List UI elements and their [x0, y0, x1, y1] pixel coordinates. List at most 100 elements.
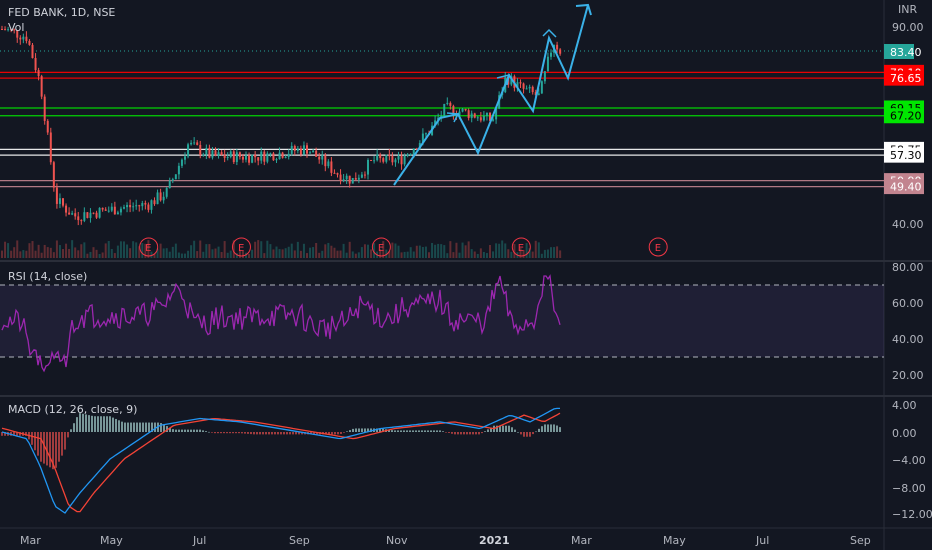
candle-body-159: [485, 112, 488, 116]
macd-hist-bar-93: [280, 432, 282, 435]
earnings-marker-label-2: E: [378, 243, 384, 254]
macd-hist-bar-150: [451, 432, 453, 434]
macd-hist-bar-94: [283, 432, 285, 435]
candle-body-19: [58, 198, 61, 204]
macd-hist-bar-168: [505, 425, 507, 432]
macd-hist-bar-115: [346, 431, 348, 433]
volume-bar-63: [193, 240, 196, 258]
macd-hist-bar-72: [217, 432, 219, 434]
macd-hist-bar-142: [427, 430, 429, 432]
candle-body-25: [77, 216, 80, 221]
candle-body-57: [174, 174, 177, 180]
candle-body-115: [351, 178, 354, 184]
macd-hist-bar-117: [352, 428, 354, 432]
candle-body-39: [119, 208, 122, 213]
volume-bar-96: [293, 250, 296, 258]
macd-hist-bar-165: [496, 425, 498, 432]
macd-hist-bar-8: [25, 432, 27, 436]
macd-hist-bar-75: [226, 432, 228, 434]
candle-body-50: [153, 200, 156, 205]
candle-body-18: [55, 187, 58, 204]
volume-bar-14: [43, 244, 46, 258]
candle-body-34: [104, 209, 107, 211]
time-label-mar-2020: Mar: [20, 534, 41, 547]
volume-bar-49: [150, 251, 153, 258]
level-badge-label-1: 76.65: [890, 72, 922, 85]
candle-body-15: [46, 120, 49, 133]
volume-bar-51: [156, 248, 159, 258]
time-label-sep-2021: Sep: [850, 534, 871, 547]
candle-body-85: [260, 151, 263, 161]
volume-bar-106: [324, 244, 327, 258]
volume-bar-146: [446, 253, 449, 258]
volume-bar-74: [226, 252, 229, 258]
volume-bar-32: [98, 253, 101, 258]
volume-bars: [1, 240, 562, 258]
volume-bar-145: [443, 245, 446, 258]
macd-hist-bar-61: [184, 429, 186, 432]
candle-body-128: [391, 156, 394, 163]
macd-hist-bar-179: [538, 428, 540, 432]
volume-bar-66: [202, 251, 205, 258]
candle-body-41: [126, 205, 129, 208]
candle-body-27: [83, 212, 86, 221]
volume-bar-43: [132, 241, 135, 258]
earnings-marker-label-0: E: [145, 243, 151, 254]
volume-bar-48: [147, 240, 150, 258]
candle-body-117: [357, 177, 360, 180]
candle-body-176: [537, 93, 540, 96]
macd-hist-bar-176: [529, 432, 531, 437]
macd-hist-bar-90: [271, 432, 273, 435]
volume-bar-15: [46, 247, 49, 258]
candle-body-136: [415, 148, 418, 150]
volume-bar-20: [62, 248, 64, 258]
candle-body-70: [214, 150, 217, 156]
macd-hist-bar-130: [391, 430, 393, 432]
candle-body-37: [113, 206, 116, 215]
macd-hist-bar-41: [124, 422, 126, 432]
time-axis[interactable]: Mar May Jul Sep Nov 2021 Mar May Jul Sep: [20, 534, 871, 547]
candle-body-145: [443, 103, 446, 116]
volume-bar-112: [342, 243, 345, 258]
last-price-badge: 83.40: [884, 44, 922, 59]
volume-bar-44: [135, 242, 138, 258]
candle-body-139: [424, 133, 427, 135]
macd-hist-bar-12: [37, 432, 39, 456]
macd-hist-bar-23: [70, 429, 72, 432]
volume-bar-108: [330, 245, 333, 258]
candle-body-167: [510, 76, 513, 85]
candle-body-175: [534, 92, 537, 96]
volume-bar-114: [348, 241, 351, 258]
volume-bar-144: [440, 244, 443, 258]
price-tick-90: 90.00: [892, 21, 924, 34]
volume-bar-174: [531, 251, 534, 258]
volume-bar-16: [49, 247, 52, 258]
candle-body-79: [241, 156, 244, 160]
volume-bar-113: [345, 252, 348, 258]
volume-bar-82: [251, 249, 254, 258]
macd-hist-bar-55: [166, 426, 168, 432]
macd-hist-bar-87: [262, 432, 264, 435]
candle-body-16: [49, 132, 52, 163]
volume-bar-118: [360, 247, 363, 258]
macd-hist-bar-126: [379, 428, 381, 432]
candle-body-177: [540, 81, 543, 94]
macd-hist-bar-68: [205, 431, 207, 432]
candle-body-69: [211, 150, 214, 158]
candle-body-112: [342, 179, 345, 181]
candle-body-17: [52, 162, 55, 188]
volume-bar-103: [315, 242, 318, 258]
volume-bar-97: [296, 241, 299, 258]
volume-bar-119: [363, 244, 366, 258]
volume-bar-3: [10, 250, 13, 258]
volume-bar-104: [318, 252, 321, 258]
volume-bar-52: [159, 243, 162, 258]
candle-body-12: [37, 70, 40, 77]
rsi-tick-20: 20.00: [892, 369, 924, 382]
price-tick-40: 40.00: [892, 218, 924, 231]
price-candles: [1, 25, 562, 226]
macd-hist-bar-11: [34, 432, 36, 451]
earnings-marker-3: [511, 237, 531, 257]
candle-body-121: [370, 159, 373, 161]
